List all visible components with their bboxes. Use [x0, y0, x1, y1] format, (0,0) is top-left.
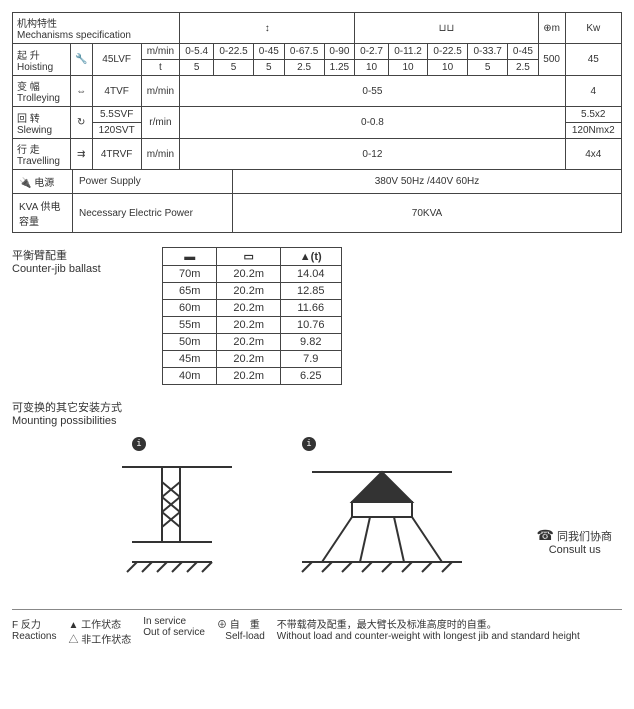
trolley-kw: 4 [565, 76, 621, 107]
slew-label-en: Slewing [17, 125, 67, 136]
ballast-row: 45m20.2m7.9 [163, 351, 342, 368]
consult-us: ☎ 同我们协商 Consult us [536, 527, 612, 556]
ballast-table: ▬ ▭ ▲(t) 70m20.2m14.0465m20.2m12.8560m20… [162, 247, 342, 385]
mounting-diagram-1 [102, 447, 252, 587]
travel-label-cn: 行 走 [17, 141, 67, 156]
col-icon-4: Kw [565, 13, 621, 44]
ballast-title-cn: 平衡臂配重 [12, 247, 162, 263]
ballast-row: 70m20.2m14.04 [163, 266, 342, 283]
mounting-diagrams: i i ☎ [12, 437, 622, 597]
power-supply-table: 🔌 电源 Power Supply 380V 50Hz /440V 60Hz K… [12, 169, 622, 233]
footer-legend: F 反力 Reactions ▲ 工作状态 △ 非工作状态 In service… [12, 609, 622, 646]
mounting-title-cn: 可变换的其它安装方式 [12, 399, 622, 415]
ballast-row: 60m20.2m11.66 [163, 300, 342, 317]
travel-model: 4TRVF [92, 139, 141, 170]
mounting-diagram-2 [282, 447, 482, 587]
power-label-en: Power Supply [73, 170, 233, 194]
power-label-cn: 电源 [34, 178, 54, 189]
kva-label-cn: KVA 供电容量 [19, 202, 61, 228]
ballast-title-en: Counter-jib ballast [12, 263, 162, 275]
trolley-icon: ⇔ [70, 76, 92, 107]
spec-title-cn: 机构特性 [17, 15, 176, 30]
ballast-row: 65m20.2m12.85 [163, 283, 342, 300]
reactions-en: Reactions [12, 631, 56, 642]
mechanisms-spec-table: 机构特性 Mechanisms specification ↕ ⊔⊔ ⊕m Kw… [12, 12, 622, 170]
selfload-desc-cn: 不带载荷及配重，最大臂长及标准高度时的自重。 [277, 616, 622, 631]
travel-icon: ⇉ [70, 139, 92, 170]
col-icon-2: ⊔⊔ [355, 13, 539, 44]
travel-val: 0-12 [180, 139, 565, 170]
kva-label-en: Necessary Electric Power [73, 194, 233, 233]
trolley-val: 0-55 [180, 76, 565, 107]
slew-val: 0-0.8 [180, 107, 565, 139]
slew-kw-1: 5.5x2 [565, 107, 621, 123]
outservice-en: Out of service [143, 627, 205, 638]
mounting-title-en: Mounting possibilities [12, 415, 622, 427]
hoist-kw: 45 [565, 44, 621, 76]
hoist-model: 45LVF [92, 44, 141, 76]
travel-label-en: Travelling [17, 156, 67, 167]
ballast-row: 50m20.2m9.82 [163, 334, 342, 351]
col-icon-1: ↕ [180, 13, 355, 44]
col-icon-3: ⊕m [538, 13, 565, 44]
slew-model-2: 120SVT [92, 123, 141, 139]
ballast-row: 55m20.2m10.76 [163, 317, 342, 334]
slew-icon: ↻ [70, 107, 92, 139]
slew-kw-2: 120Nmx2 [565, 123, 621, 139]
trolley-unit: m/min [141, 76, 180, 107]
power-val: 380V 50Hz /440V 60Hz [233, 170, 622, 194]
hoist-label-en: Hoisting [17, 62, 67, 73]
kva-val: 70KVA [233, 194, 622, 233]
selfload-desc-en: Without load and counter-weight with lon… [277, 631, 622, 642]
inservice-en: In service [143, 616, 205, 627]
trolley-label-cn: 变 幅 [17, 78, 67, 93]
hoist-unit-2: t [141, 60, 180, 76]
slew-model-1: 5.5SVF [92, 107, 141, 123]
hoist-radius: 500 [538, 44, 565, 76]
slew-unit: r/min [141, 107, 180, 139]
trolley-label-en: Trolleying [17, 93, 67, 104]
hoist-icon: 🔧 [70, 44, 92, 76]
trolley-model: 4TVF [92, 76, 141, 107]
hoist-label-cn: 起 升 [17, 47, 67, 62]
spec-title-en: Mechanisms specification [17, 30, 176, 41]
reactions-cn: F 反力 [12, 616, 56, 631]
travel-unit: m/min [141, 139, 180, 170]
hoist-unit-1: m/min [141, 44, 180, 60]
ballast-row: 40m20.2m6.25 [163, 368, 342, 385]
slew-label-cn: 回 转 [17, 110, 67, 125]
travel-kw: 4x4 [565, 139, 621, 170]
